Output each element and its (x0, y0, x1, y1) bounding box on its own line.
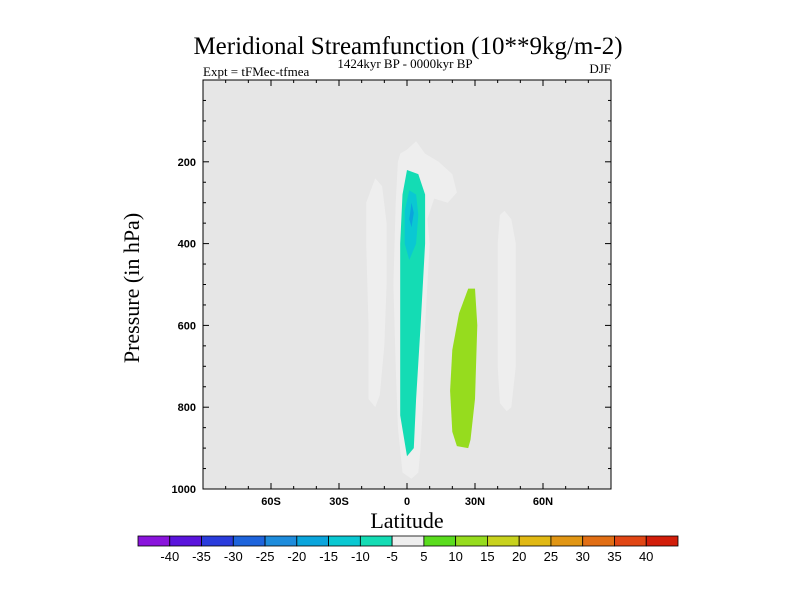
contour-positive-cell (450, 288, 478, 449)
contour-left-cell (366, 178, 387, 408)
colorbar-swatch (264, 535, 298, 547)
colorbar-label: -25 (256, 549, 275, 564)
colorbar-label: -10 (351, 549, 370, 564)
contour-right-cell (497, 210, 516, 412)
y-tick-label: 400 (178, 239, 196, 251)
axis-ticks (203, 80, 611, 490)
colorbar-label: 40 (639, 549, 653, 564)
colorbar-label: -35 (192, 549, 211, 564)
x-tick-label: 0 (404, 496, 410, 508)
colorbar-label: 15 (480, 549, 494, 564)
period-label: 1424kyr BP - 0000kyr BP (337, 56, 472, 71)
colorbar-swatch (169, 535, 202, 547)
colorbar-label: -30 (224, 549, 243, 564)
colorbar-swatch (423, 535, 457, 547)
colorbar-label: 20 (512, 549, 526, 564)
colorbar-label: -20 (287, 549, 306, 564)
y-tick-label: 800 (178, 402, 196, 414)
colorbar-swatch (296, 535, 329, 547)
colorbar-swatch (614, 535, 647, 547)
colorbar-swatch (645, 535, 679, 547)
x-tick-label: 30N (465, 496, 485, 508)
chart-title: Meridional Streamfunction (10**9kg/m-2) (193, 33, 622, 60)
colorbar-swatch (391, 535, 425, 547)
colorbar-swatch (582, 535, 615, 547)
colorbar-swatch (550, 535, 584, 547)
x-axis-label: Latitude (370, 508, 443, 533)
colorbar-swatch (137, 535, 171, 547)
season-label: DJF (589, 61, 611, 76)
x-tick-label: 60N (533, 496, 553, 508)
y-tick-label: 1000 (172, 484, 196, 496)
y-tick-label: 200 (178, 157, 196, 169)
colorbar-swatch (232, 535, 266, 547)
colorbar-label: 25 (544, 549, 558, 564)
colorbar-swatch (518, 535, 552, 547)
x-tick-label: 30S (329, 496, 349, 508)
contour-regions (366, 141, 516, 479)
contour-central-core-3 (409, 202, 414, 228)
colorbar-label: 5 (420, 549, 427, 564)
colorbar-swatch (487, 535, 520, 547)
colorbar-label: -5 (386, 549, 398, 564)
colorbar-swatch (359, 535, 393, 547)
colorbar-label: -40 (160, 549, 179, 564)
colorbar-label: 30 (575, 549, 589, 564)
colorbar-label: 10 (448, 549, 462, 564)
y-tick-label: 600 (178, 320, 196, 332)
experiment-label: Expt = tFMec-tfmea (203, 64, 309, 79)
colorbar-swatch (328, 535, 361, 547)
colorbar-label: -15 (319, 549, 338, 564)
colorbar-label: 35 (607, 549, 621, 564)
y-axis-label: Pressure (in hPa) (119, 213, 144, 363)
colorbar: -40 -35 -30 -25 -20 -15 -10 -5 5 10 15 20 25 30 35 40 (137, 535, 679, 564)
colorbar-swatch (201, 535, 234, 547)
x-tick-label: 60S (261, 496, 281, 508)
colorbar-swatch (455, 535, 488, 547)
axis-tick-labels: 60S 30S 0 30N 60N 200 400 600 800 1000 (172, 157, 554, 508)
